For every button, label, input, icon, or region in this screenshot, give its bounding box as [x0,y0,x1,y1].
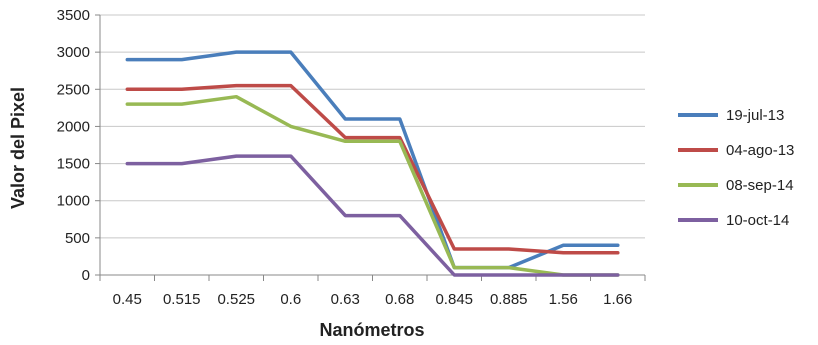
axes [99,15,645,276]
x-tick-label: 0.6 [280,291,301,308]
x-tick-label: 0.885 [490,291,528,308]
y-tick-label: 1000 [57,193,90,210]
legend: 19-jul-13 04-ago-13 08-sep-14 10-oct-14 [678,107,794,229]
series-line-19-jul-13 [125,50,620,270]
y-tick-label: 2500 [57,81,90,98]
x-tick-label: 0.845 [435,291,473,308]
legend-label: 10-oct-14 [726,212,789,229]
x-tick-label: 0.68 [385,291,414,308]
x-tick-label: 0.63 [331,291,360,308]
x-axis-ticks: 0.45 0.515 0.525 0.6 0.63 0.68 0.845 0.885 1.56 1… [99,275,646,308]
x-tick-label: 0.525 [217,291,255,308]
series-line-04-ago-13 [125,83,620,255]
x-tick-label: 1.66 [603,291,632,308]
legend-label: 08-sep-14 [726,177,794,194]
y-tick-label: 500 [65,230,90,247]
y-tick-label: 1500 [57,156,90,173]
gridlines [100,14,645,276]
x-tick-label: 1.56 [549,291,578,308]
series-line-10-oct-14 [125,154,620,277]
y-axis-ticks: 0 500 1000 1500 2000 2500 3000 3500 [57,7,100,284]
x-axis-title: Nanómetros [319,320,424,340]
y-tick-label: 2000 [57,118,90,135]
y-tick-label: 3500 [57,7,90,24]
x-tick-label: 0.45 [113,291,142,308]
series-line-08-sep-14 [125,94,620,277]
legend-label: 19-jul-13 [726,107,784,124]
series-lines [125,50,620,277]
legend-label: 04-ago-13 [726,142,794,159]
y-axis-title: Valor del Pixel [8,87,28,209]
x-tick-label: 0.515 [163,291,201,308]
y-tick-label: 0 [82,267,90,284]
y-tick-label: 3000 [57,44,90,61]
